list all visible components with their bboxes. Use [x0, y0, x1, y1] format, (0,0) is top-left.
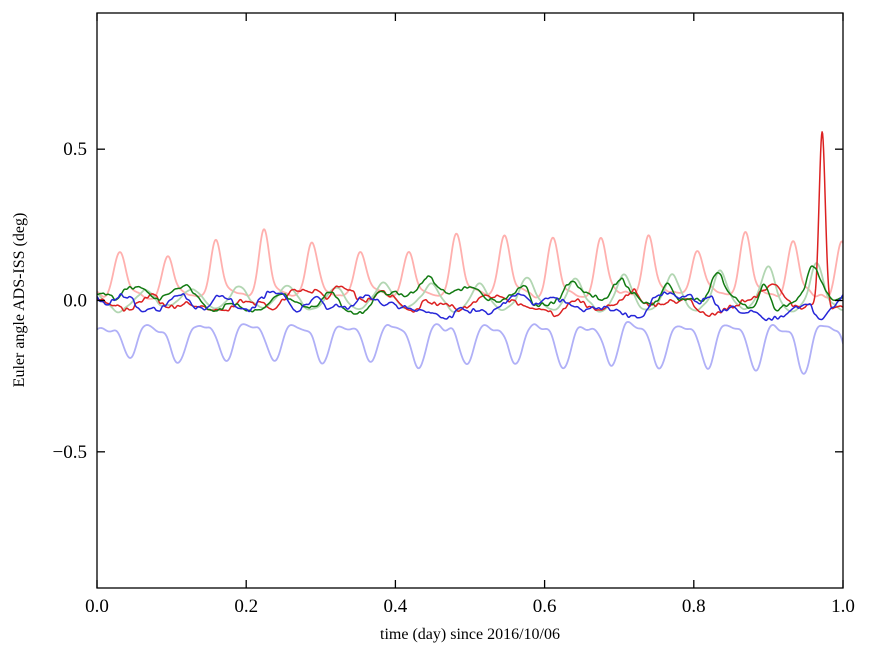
y-tick-label: −0.5: [53, 442, 87, 463]
axes-frame: [96, 12, 844, 589]
red-line-path: [97, 131, 843, 318]
x-tick-label: 1.0: [831, 596, 855, 617]
green-line-path: [97, 265, 843, 315]
x-tick-label: 0.8: [682, 596, 706, 617]
x-tick-label: 0.2: [234, 596, 258, 617]
blue-line-path: [97, 290, 843, 322]
y-axis-label: Euler angle ADS-ISS (deg): [11, 212, 28, 388]
y-tick-label: 0.0: [63, 291, 87, 312]
green-line-light-path: [97, 262, 843, 314]
y-tick-label: 0.5: [63, 139, 87, 160]
x-tick-label: 0.6: [533, 596, 557, 617]
x-tick-label: 0.4: [384, 596, 408, 617]
x-tick-label: 0.0: [85, 596, 109, 617]
blue-line-light-path: [97, 321, 843, 375]
x-axis-label: time (day) since 2016/10/06: [380, 626, 560, 643]
red-line-light-path: [97, 228, 843, 300]
